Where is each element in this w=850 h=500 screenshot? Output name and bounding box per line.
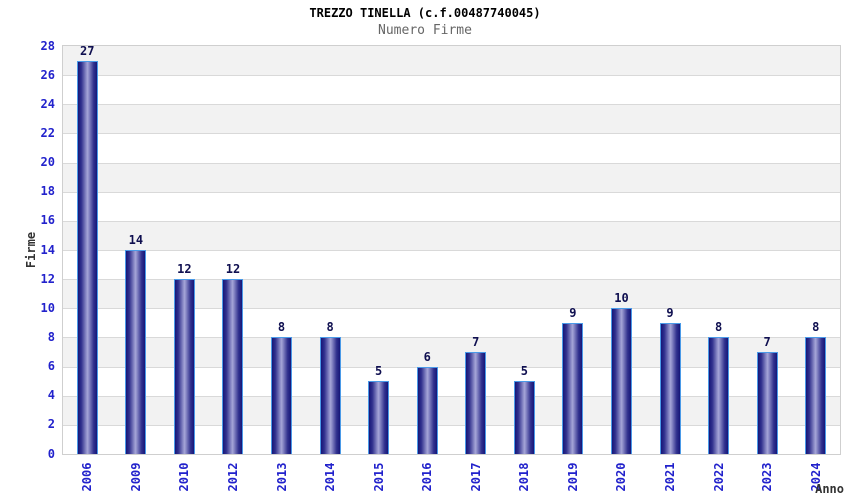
y-tick-label: 26 [40,67,55,82]
y-tick-label: 6 [47,359,55,374]
bar-2022 [708,337,730,454]
bar-value-label: 7 [472,335,480,349]
y-tick-label: 0 [47,446,55,461]
bar-2009 [125,250,147,454]
gridline [63,337,840,339]
x-axis-title: Anno [815,482,844,496]
gridline [63,75,840,77]
bar-2024 [805,337,827,454]
bar-value-label: 7 [763,335,771,349]
x-tick-label: 2013 [274,462,289,492]
plot-band [63,133,840,163]
x-tick-label: 2009 [128,462,143,492]
y-tick-label: 2 [47,417,55,432]
bar-value-label: 12 [225,262,241,277]
x-tick-label: 2017 [468,462,483,492]
bar-value-label: 5 [520,364,528,379]
gridline [63,395,840,397]
bar-2023 [756,352,778,454]
y-tick-label: 10 [40,300,55,315]
plot-band [63,104,840,134]
gridline [63,424,840,426]
y-tick-label: 28 [40,38,55,53]
plot-band [63,191,840,221]
x-tick-label: 2006 [80,462,95,492]
x-tick-label: 2010 [177,462,192,492]
y-tick-label: 16 [40,213,55,228]
plot-area: 27 14 12 12 8 8 5 6 7 5 9 10 9 8 7 8 [62,43,841,455]
gridline [63,250,840,251]
bar-2019 [562,322,584,454]
bar-value-label: 14 [128,233,144,247]
bar-2016 [416,366,438,454]
plot-band [63,75,840,105]
gridline [63,279,840,281]
bar-value-label: 9 [569,305,577,320]
gridline [63,220,840,222]
plot-band [63,162,840,192]
bar-2017 [465,352,487,454]
bar-value-label: 8 [714,320,723,335]
x-tick-label: 2016 [420,462,435,492]
bar-value-label: 8 [326,320,334,335]
chart-title: TREZZO TINELLA (c.f.00487740045) [309,6,541,20]
gridline [63,366,840,368]
gridline [63,104,840,106]
gridline [63,191,840,193]
x-tick-label: 2012 [225,462,240,492]
bar-value-label: 8 [812,320,820,335]
bar-value-label: 9 [666,305,674,320]
plot-band [63,250,840,280]
gridline [63,308,840,310]
bar-2012 [222,279,244,454]
x-tick-label: 2015 [371,462,386,492]
y-tick-label: 20 [40,155,55,170]
bar-value-label: 12 [177,262,192,277]
y-tick-label: 4 [47,388,55,403]
x-tick-label: 2018 [517,462,532,492]
x-tick-label: 2023 [760,462,775,492]
x-tick-label: 2019 [565,462,580,492]
bar-value-label: 10 [614,291,629,306]
x-tick-label: 2020 [614,462,629,492]
y-tick-label: 24 [40,96,55,111]
x-tick-label: 2014 [323,462,338,492]
gridline [63,162,840,164]
bar-value-label: 8 [277,320,286,335]
chart-subtitle: Numero Firme [378,23,472,38]
y-tick-label: 18 [40,184,55,199]
y-tick-label: 8 [47,329,55,344]
bar-2014 [319,337,341,454]
x-tick-label: 2021 [663,462,678,492]
y-tick-label: 14 [40,242,55,257]
plot-band [63,220,840,250]
bar-2010 [173,279,195,454]
bar-2021 [659,322,681,454]
bar-value-label: 27 [80,43,95,58]
y-tick-label: 12 [40,271,55,286]
plot-band [63,46,840,76]
bar-2015 [368,381,390,454]
bar-2006 [76,60,98,454]
bar-2013 [271,337,293,454]
bar-value-label: 5 [375,364,383,379]
x-tick-label: 2022 [711,462,726,492]
bar-2018 [513,381,535,454]
gridline [63,133,840,135]
y-tick-label: 22 [40,125,55,140]
bar-value-label: 6 [423,349,431,364]
bar-2020 [610,308,632,454]
